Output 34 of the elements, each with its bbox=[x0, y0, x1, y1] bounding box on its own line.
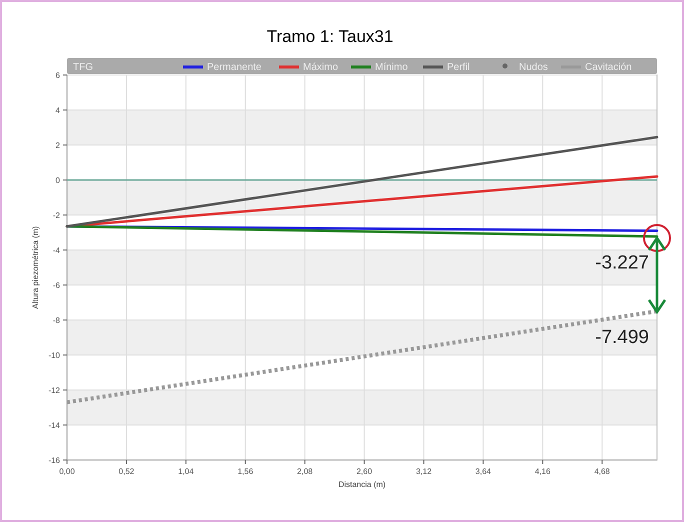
chart-title: Tramo 1: Taux31 bbox=[266, 27, 394, 46]
annotation: -3.227 bbox=[595, 252, 649, 274]
chart-subtitle: TFG bbox=[73, 62, 94, 73]
y-tick-label: -8 bbox=[52, 316, 61, 325]
legend-label: Mínimo bbox=[375, 62, 408, 73]
x-tick-label: 0,52 bbox=[118, 467, 135, 476]
y-tick-label: 6 bbox=[56, 71, 61, 80]
x-tick-label: 2,08 bbox=[297, 467, 314, 476]
y-tick-label: 0 bbox=[56, 176, 61, 185]
annotation: -7.499 bbox=[595, 327, 649, 348]
x-tick-label: 4,16 bbox=[534, 467, 551, 476]
legend-label: Nudos bbox=[519, 62, 548, 73]
x-tick-label: 1,04 bbox=[178, 467, 194, 476]
y-tick-label: -10 bbox=[48, 351, 61, 360]
legend-label: Máximo bbox=[303, 62, 338, 73]
y-tick-label: -6 bbox=[52, 281, 61, 290]
y-tick-label: -16 bbox=[48, 456, 61, 465]
x-tick-label: 0,00 bbox=[59, 467, 76, 476]
legend-label: Permanente bbox=[207, 62, 262, 73]
legend-label: Cavitación bbox=[585, 62, 632, 73]
x-tick-label: 2,60 bbox=[356, 467, 373, 476]
x-tick-label: 1,56 bbox=[238, 467, 254, 476]
y-tick-label: -14 bbox=[48, 421, 61, 430]
y-tick-label: -2 bbox=[52, 211, 61, 220]
x-tick-label: 4,68 bbox=[594, 467, 610, 476]
x-tick-label: 3,64 bbox=[475, 467, 492, 476]
y-tick-label: -12 bbox=[48, 386, 61, 395]
x-axis-title: Distancia (m) bbox=[338, 480, 386, 489]
legend-label: Perfil bbox=[447, 62, 470, 73]
y-tick-label: -4 bbox=[52, 246, 61, 255]
x-tick-label: 3,12 bbox=[416, 467, 432, 476]
y-axis-title: Altura piezométrica (m) bbox=[31, 226, 40, 309]
y-tick-label: 4 bbox=[56, 106, 61, 115]
y-tick-label: 2 bbox=[56, 141, 61, 150]
